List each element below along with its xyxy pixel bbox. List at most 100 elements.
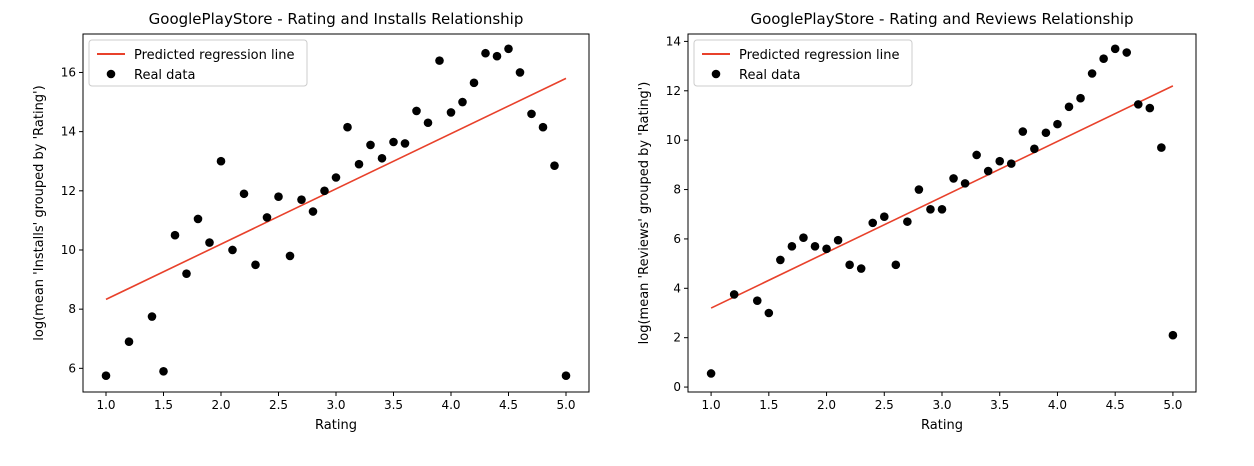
y-axis-label: log(mean 'Installs' grouped by 'Rating') [32,85,47,340]
y-tick-label: 4 [673,281,681,295]
data-point [193,214,203,224]
legend-label: Real data [739,68,800,83]
data-point [729,290,739,299]
data-point [538,122,548,132]
y-tick-label: 10 [666,133,681,147]
data-point [1064,102,1074,112]
legend-box [88,39,308,87]
data-point [1133,100,1143,109]
x-tick-label: 2.5 [875,398,894,412]
data-point [856,264,866,273]
data-point [706,369,716,378]
data-point [228,245,237,255]
regression-line [105,77,567,301]
data-point [799,233,808,242]
data-point [1110,44,1120,54]
data-point [845,260,854,270]
data-point [879,212,889,222]
data-point [412,106,421,116]
x-tick-label: 2.5 [269,398,288,412]
data-point [331,173,341,182]
data-point [1157,143,1166,152]
data-point [124,337,134,347]
x-tick-label: 1.5 [759,398,778,412]
data-point [147,312,157,321]
y-tick-label: 12 [666,84,681,98]
y-tick-label: 0 [673,380,681,394]
chart-title: GooglePlayStore - Rating and Installs Re… [149,10,524,28]
data-point [1087,69,1097,78]
data-point [903,217,912,226]
data-point [159,366,168,376]
data-point [423,118,433,128]
data-point [262,213,272,222]
y-axis-label: log(mean 'Reviews' grouped by 'Rating') [637,82,652,345]
legend-point-marker [711,69,721,79]
x-tick-label: 3.0 [326,398,345,412]
data-point [515,68,525,77]
data-point [251,260,260,270]
data-point [1006,159,1016,168]
data-point [182,269,191,278]
data-point [972,150,981,160]
data-point [833,235,843,245]
data-point [527,109,536,119]
plot-frame [82,33,590,393]
x-tick-label: 4.0 [441,398,460,412]
data-point [274,192,283,202]
legend-label: Predicted regression line [739,48,899,63]
legend: Predicted regression line Real data [88,39,308,87]
x-tick-label: 3.5 [990,398,1009,412]
data-point [868,218,878,228]
chart-2: 1.0 1.5 2.0 2.5 3.0 3.5 4.0 4.5 5.0 0 2 4 6 8 10 12 14 Go… [637,10,1197,433]
data-point [366,140,375,150]
y-tick-label: 14 [61,125,76,139]
data-point [216,156,226,166]
x-tick-label: 1.5 [154,398,173,412]
x-tick-label: 2.0 [211,398,230,412]
data-point [1168,330,1178,340]
y-tick-label: 16 [61,65,76,79]
data-point [446,108,456,117]
data-point [937,204,947,214]
data-point [320,186,329,196]
data-point [492,51,502,61]
data-point [1099,54,1108,63]
data-point [764,308,774,318]
data-point [400,139,410,148]
data-point [1041,128,1051,138]
data-point [926,204,935,214]
data-point [285,251,295,261]
legend-label: Predicted regression line [134,48,294,63]
data-point [891,260,901,270]
y-tick-label: 2 [673,331,681,345]
legend-point-marker [106,69,116,79]
data-point [752,296,762,305]
regression-line [710,85,1174,309]
data-point [377,153,387,163]
data-point [170,230,180,240]
x-tick-label: 1.0 [702,398,721,412]
chart-1: 1.0 1.5 2.0 2.5 3.0 3.5 4.0 4.5 5.0 6 8 10 12 14 16 Goo… [32,10,590,433]
data-point [983,166,993,176]
data-point [550,161,559,170]
data-point [297,195,306,204]
data-point [101,371,111,381]
data-point [308,207,318,216]
data-point [343,122,352,132]
chart-title: GooglePlayStore - Rating and Reviews Rel… [750,10,1133,28]
x-tick-label: 4.5 [499,398,518,412]
data-point [239,189,249,199]
data-point [914,185,924,194]
data-point [949,174,958,183]
data-point [435,56,444,65]
data-point [776,255,785,265]
data-point [205,238,214,247]
x-tick-label: 4.0 [1048,398,1067,412]
legend: Predicted regression line Real data [693,39,913,87]
x-axis-label: Rating [315,418,357,433]
x-tick-label: 1.0 [96,398,115,412]
data-point [504,44,513,54]
